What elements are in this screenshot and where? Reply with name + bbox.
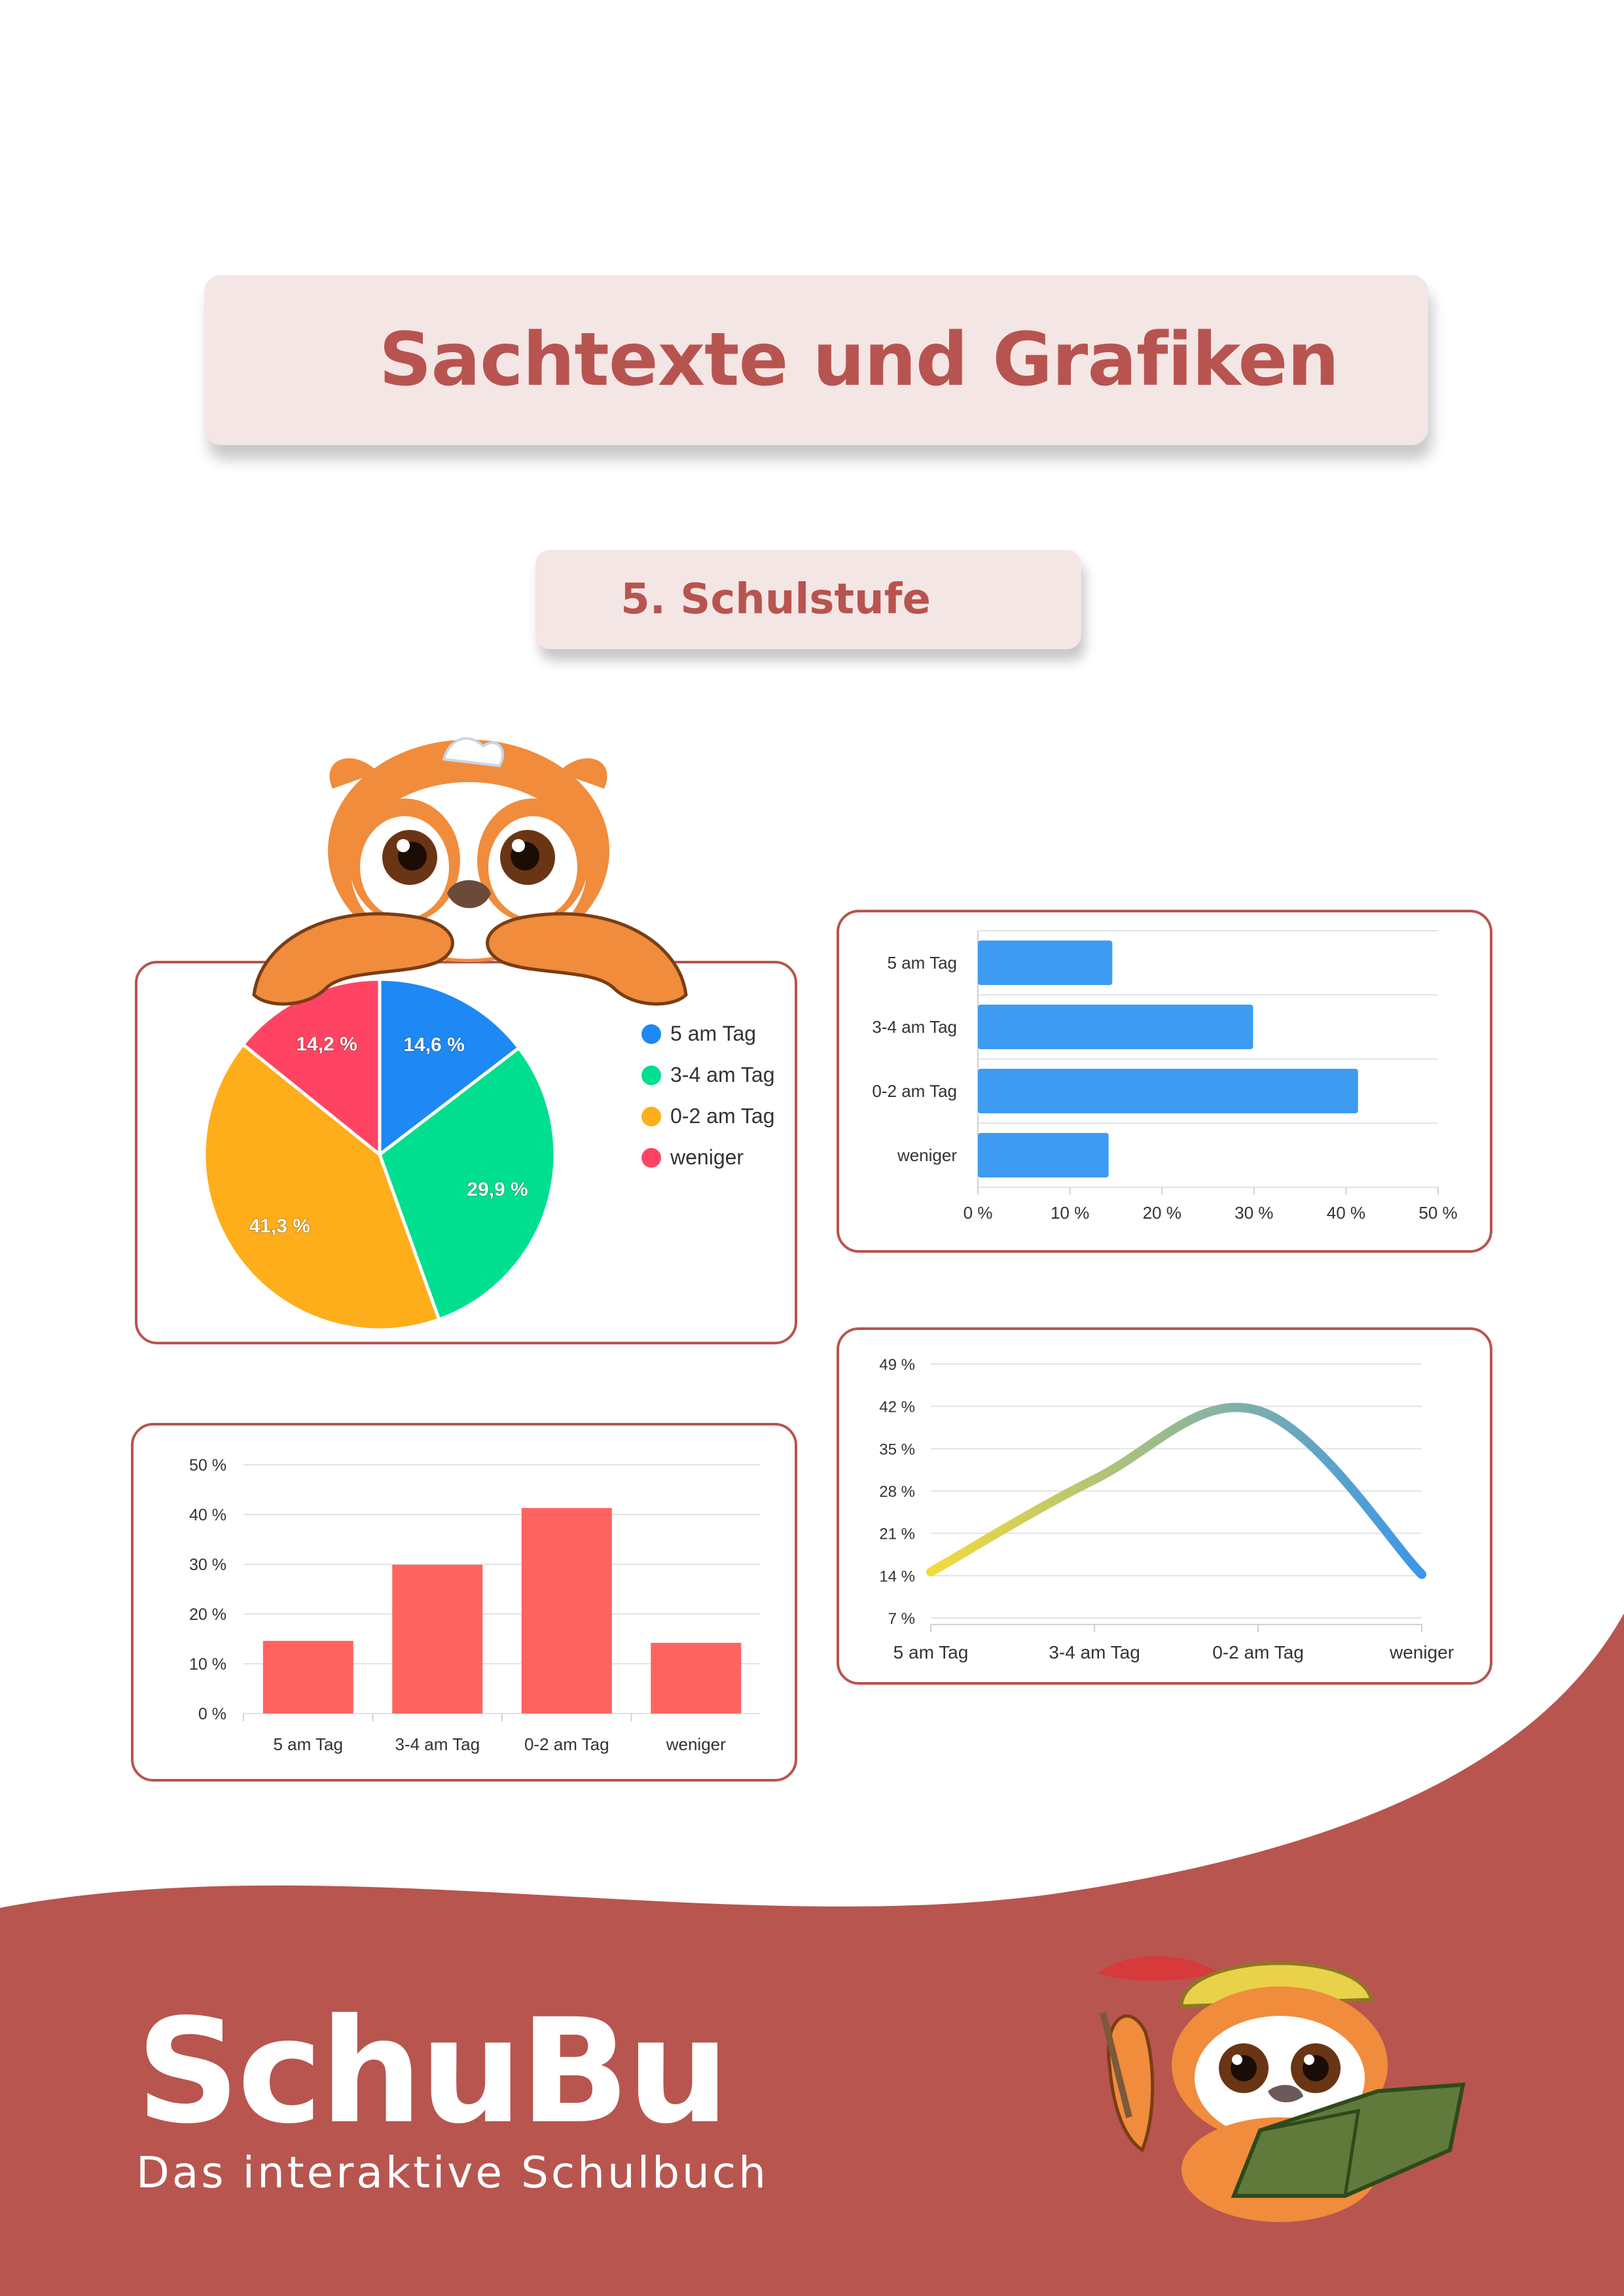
horizontal-bar-chart: 5 am Tag 3-4 am Tag 0-2 am Tag weniger 0 % 10… (872, 930, 1458, 1223)
category-label: 0-2 am Tag (872, 1081, 957, 1101)
category-label: weniger (1389, 1642, 1454, 1662)
pie-chart: 14,6 % 29,9 % 41,3 % 14,2 % (202, 977, 557, 1332)
reading-owl-illustration (1096, 1956, 1466, 2222)
tick-label: 30 % (189, 1556, 226, 1574)
legend-label: weniger (670, 1145, 744, 1169)
tick-label: 50 % (189, 1456, 226, 1475)
tick-label: 14 % (879, 1568, 915, 1585)
tick-label: 28 % (879, 1483, 915, 1501)
category-label: 3-4 am Tag (395, 1734, 480, 1754)
line-chart-card: 7 % 14 % 21 % 28 % 35 % 42 % 49 % 5 am Tag 3-4 a… (837, 1327, 1492, 1685)
pie-slice-label: 29,9 % (467, 1179, 528, 1200)
category-label: 0-2 am Tag (524, 1734, 609, 1754)
legend-swatch (641, 1024, 661, 1044)
tick-label: 49 % (879, 1356, 915, 1374)
tick-label: 21 % (879, 1526, 915, 1543)
category-label: 5 am Tag (893, 1642, 969, 1662)
tick-label: 10 % (189, 1655, 226, 1674)
category-label: 0-2 am Tag (1212, 1642, 1304, 1662)
owl-mascot-illustration (252, 737, 688, 1006)
line-series (926, 1403, 1426, 1579)
bar (262, 1641, 353, 1713)
horizontal-bar-chart-card: 5 am Tag 3-4 am Tag 0-2 am Tag weniger 0 % 10… (837, 910, 1492, 1253)
vertical-bar-chart: 0 % 10 % 20 % 30 % 40 % 50 % 5 am Tag 3-4 am Ta… (189, 1456, 761, 1754)
bar (978, 1005, 1254, 1049)
tick-label: 0 % (964, 1203, 993, 1223)
pie-slice-label: 14,6 % (403, 1034, 464, 1056)
legend-label: 5 am Tag (670, 1022, 757, 1045)
logo-wordmark: SchuBu (136, 1988, 729, 2155)
tick-label: 7 % (888, 1610, 915, 1628)
tick-label: 35 % (879, 1441, 915, 1458)
bar (978, 1069, 1358, 1113)
legend-swatch (641, 1106, 661, 1126)
page-title: Sachtexte und Grafiken (378, 317, 1339, 403)
bar (651, 1643, 742, 1713)
tick-label: 0 % (198, 1705, 226, 1723)
category-label: weniger (666, 1734, 726, 1754)
tick-label: 30 % (1235, 1203, 1273, 1223)
pie-slice (378, 977, 522, 1158)
grade-banner: 5. Schulstufe (535, 550, 1081, 649)
bar (978, 1133, 1109, 1177)
legend-item: weniger (641, 1137, 775, 1178)
tick-label: 20 % (1143, 1203, 1182, 1223)
category-label: 5 am Tag (888, 953, 957, 973)
bar (978, 941, 1113, 985)
legend-item: 5 am Tag (641, 1013, 775, 1054)
bar (521, 1508, 612, 1713)
pie-slice-label: 41,3 % (249, 1215, 310, 1237)
pie-slice (378, 1045, 557, 1322)
bar (392, 1564, 483, 1713)
legend-swatch (641, 1065, 661, 1085)
category-label: weniger (897, 1145, 957, 1165)
line-chart: 7 % 14 % 21 % 28 % 35 % 42 % 49 % 5 am Tag 3-4 a… (879, 1356, 1454, 1662)
title-banner: Sachtexte und Grafiken (204, 275, 1428, 445)
tick-label: 42 % (879, 1399, 915, 1416)
category-label: 3-4 am Tag (1049, 1642, 1140, 1662)
tick-label: 40 % (189, 1506, 226, 1524)
category-label: 5 am Tag (274, 1734, 343, 1754)
pie-legend: 5 am Tag 3-4 am Tag 0-2 am Tag weniger (641, 1013, 775, 1178)
tick-label: 20 % (189, 1605, 226, 1624)
pie-chart-card: 14,6 % 29,9 % 41,3 % 14,2 % 5 am Tag 3-4 am… (135, 961, 797, 1344)
legend-label: 3-4 am Tag (670, 1063, 775, 1086)
tick-label: 50 % (1418, 1203, 1457, 1223)
legend-label: 0-2 am Tag (670, 1104, 775, 1128)
pie-slice (202, 1042, 441, 1332)
grade-label: 5. Schulstufe (621, 575, 931, 624)
category-label: 3-4 am Tag (872, 1017, 957, 1037)
tick-label: 10 % (1051, 1203, 1089, 1223)
legend-item: 0-2 am Tag (641, 1096, 775, 1137)
tick-label: 40 % (1327, 1203, 1365, 1223)
legend-swatch (641, 1147, 661, 1168)
pie-slice-label: 14,2 % (296, 1033, 357, 1055)
vertical-bar-chart-card: 0 % 10 % 20 % 30 % 40 % 50 % 5 am Tag 3-4 am Ta… (131, 1423, 797, 1782)
logo-tagline: Das interaktive Schulbuch (136, 2147, 768, 2198)
legend-item: 3-4 am Tag (641, 1054, 775, 1096)
schubu-logo: SchuBu Das interaktive Schulbuch (136, 2000, 768, 2198)
